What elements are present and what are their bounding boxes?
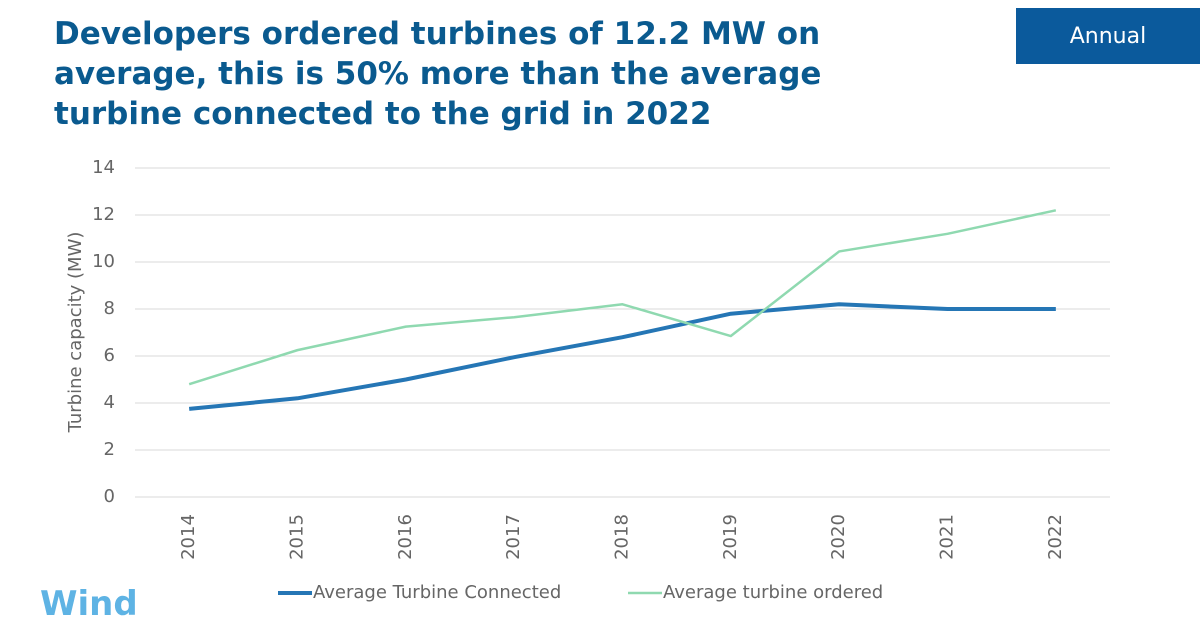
x-tick-label: 2021 <box>937 514 958 560</box>
logo: Wind <box>40 584 138 624</box>
x-tick-label: 2014 <box>178 514 199 560</box>
series-line <box>188 209 1057 386</box>
x-tick-label: 2019 <box>720 514 741 560</box>
x-tick-label: 2020 <box>828 514 849 560</box>
y-tick-label: 12 <box>92 204 115 225</box>
x-tick-label: 2018 <box>612 514 633 560</box>
x-tick-label: 2016 <box>395 514 416 560</box>
series-line <box>188 302 1056 411</box>
y-tick-label: 10 <box>92 251 115 272</box>
annual-button[interactable]: Annual <box>1016 8 1200 64</box>
y-tick-label: 0 <box>104 486 115 507</box>
legend-label: Average turbine ordered <box>663 582 883 603</box>
legend-label: Average Turbine Connected <box>313 582 561 603</box>
y-tick-label: 6 <box>104 345 115 366</box>
x-tick-label: 2022 <box>1045 514 1066 560</box>
y-tick-label: 4 <box>104 392 115 413</box>
chart-title: Developers ordered turbines of 12.2 MW o… <box>54 16 822 132</box>
x-tick-label: 2017 <box>503 514 524 560</box>
x-tick-label: 2015 <box>287 514 308 560</box>
y-axis-label: Turbine capacity (MW) <box>65 232 86 434</box>
y-tick-label: 8 <box>104 298 115 319</box>
y-tick-label: 14 <box>92 157 115 178</box>
y-tick-label: 2 <box>104 439 115 460</box>
